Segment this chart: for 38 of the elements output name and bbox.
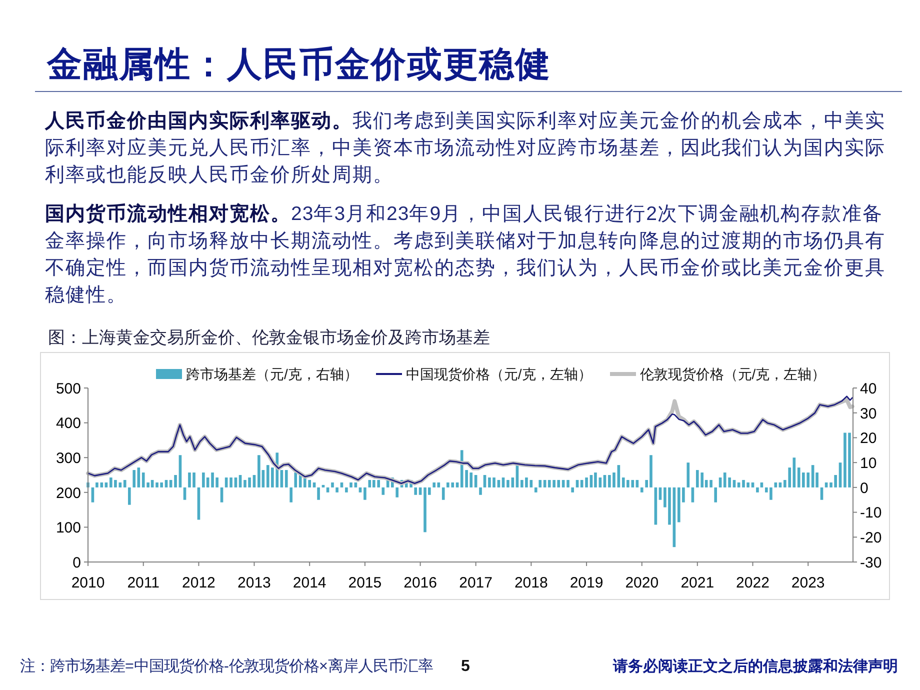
y2-tick-label: 20 — [860, 430, 877, 448]
x-tick-label: 2012 — [182, 574, 216, 592]
y2-tick-label: -30 — [860, 554, 882, 572]
x-tick-label: 2022 — [736, 574, 770, 592]
y-tick-label: 400 — [56, 415, 81, 432]
text: 注：跨市场基差=中国现货价格-伦敦现货价格×离岸人民币汇率 — [20, 658, 433, 676]
y-tick-label: 200 — [56, 484, 81, 502]
x-tick-label: 2011 — [127, 574, 160, 592]
x-tick-label: 2010 — [71, 574, 105, 592]
legend-label: 伦敦现货价格（元/克，左轴） — [640, 366, 826, 382]
legend-label: 中国现货价格（元/克，左轴） — [406, 366, 592, 382]
text: 国内货币流动性相对宽松。23年3月和23年9月，中国人民银行进行2次下调金融机构存款准备金率操作，向市场释放中长期流动性。考虑到美联储对于加息转向降息的过渡期的市场仍具有不确定性，而国内货币流动性呈现相对宽松的态势，我们认为，人民币金价或比美元金价更具稳健性。 — [45, 202, 886, 308]
chart-subtitle: 图：上海黄金交易所金价、伦敦金银市场金价及跨市场基差 — [48, 327, 490, 349]
y-tick-label: 0 — [72, 554, 81, 572]
y-tick-label: 500 — [56, 380, 81, 398]
y2-tick-label: 10 — [860, 454, 877, 472]
x-tick-label: 2014 — [292, 574, 326, 592]
text: 人民币金价由国内实际利率驱动。我们考虑到美国实际利率对应美元金价的机会成本，中美实际利率对应美元兑人民币汇率，中美资本市场流动性对应跨市场基差，因此我们认为国内实际利率或也能反映人民币金价所处周期。 — [45, 109, 886, 188]
text: 请务必阅读正文之后的信息披露和法律声明 — [613, 658, 898, 676]
x-tick-label: 2023 — [791, 574, 825, 592]
y-tick-label: 300 — [56, 450, 81, 467]
x-tick-label: 2018 — [514, 574, 548, 592]
y-tick-label: 100 — [56, 520, 81, 537]
x-tick-label: 2021 — [680, 574, 714, 592]
x-tick-label: 2016 — [404, 574, 437, 592]
x-tick-label: 2013 — [238, 574, 271, 592]
chart-title: 金融属性：人民币金价或更稳健 — [35, 45, 902, 92]
x-tick-label: 2017 — [459, 574, 492, 592]
y2-tick-label: 0 — [860, 480, 868, 497]
y2-tick-label: 30 — [860, 405, 877, 422]
x-tick-label: 2015 — [348, 574, 382, 592]
y2-tick-label: 40 — [860, 380, 877, 398]
y2-tick-label: -10 — [860, 504, 882, 522]
legend-label: 跨市场基差（元/克，右轴） — [186, 366, 358, 382]
x-tick-label: 2019 — [570, 574, 604, 592]
x-tick-label: 2020 — [625, 574, 659, 592]
text: 5 — [461, 657, 470, 677]
y2-tick-label: -20 — [860, 530, 882, 547]
